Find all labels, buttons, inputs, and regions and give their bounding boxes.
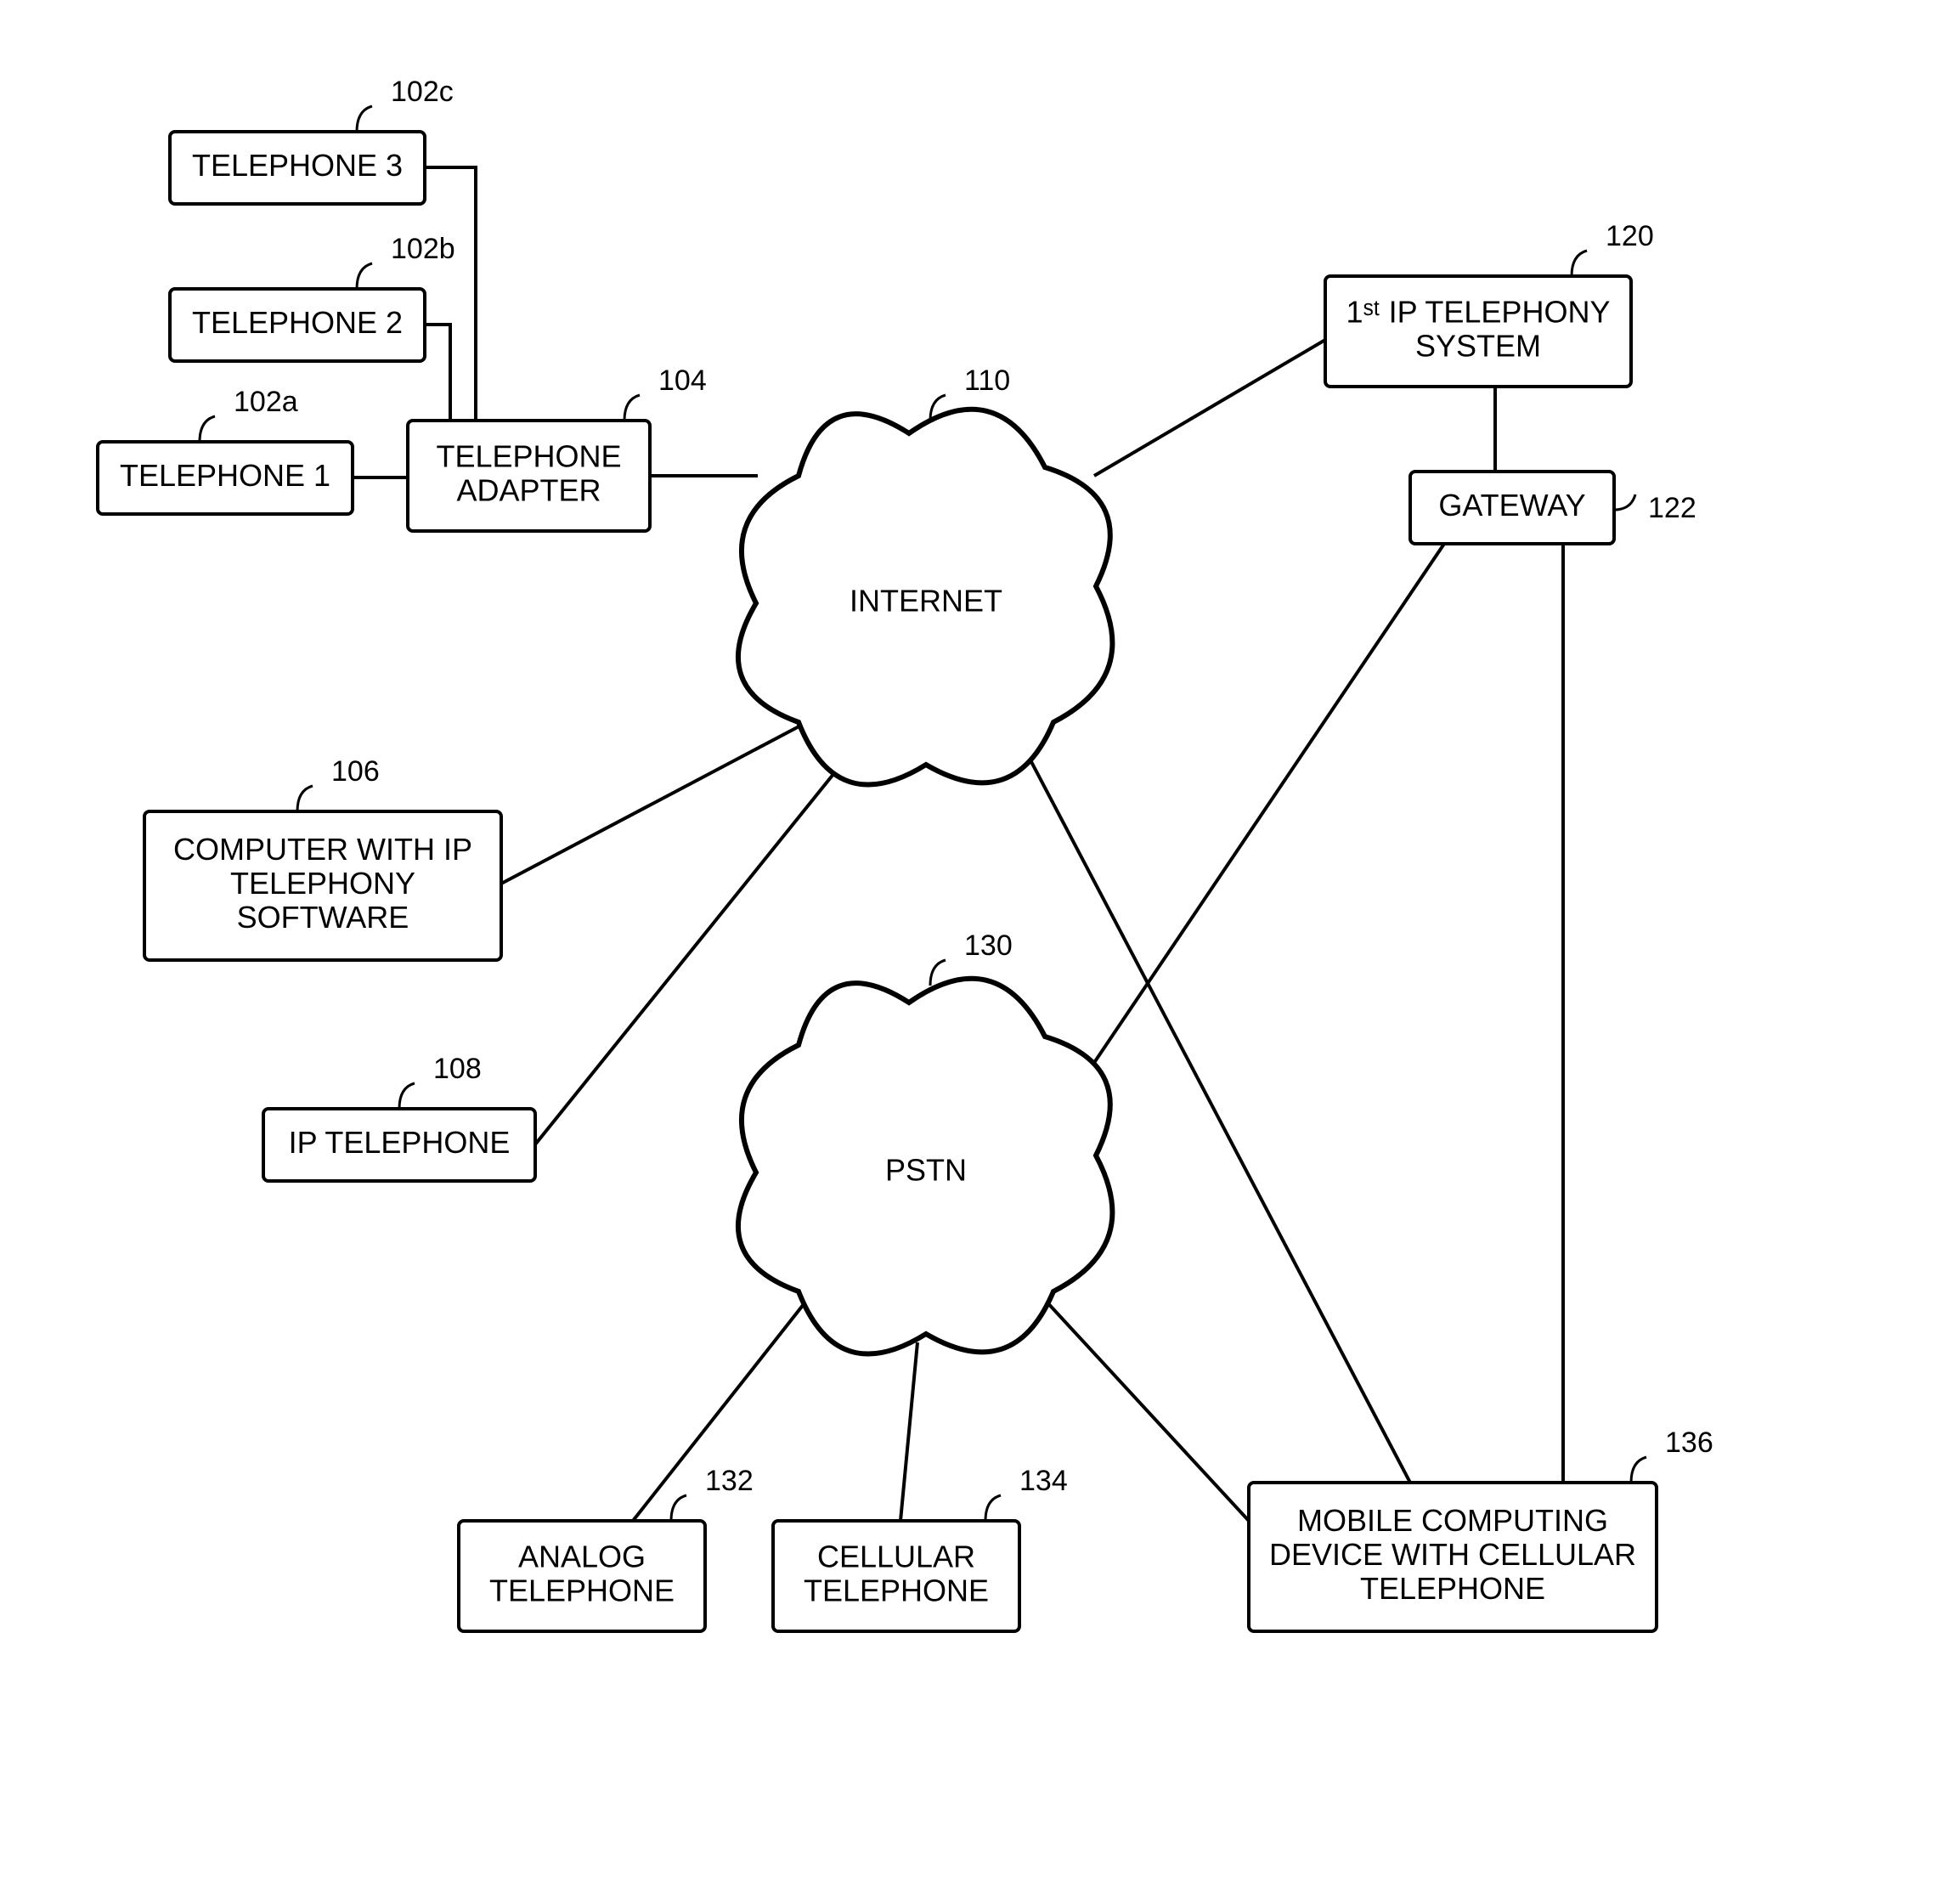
- edge-gateway-pstn: [1083, 544, 1444, 1079]
- node-cell-label-1: TELEPHONE: [804, 1573, 989, 1608]
- node-adapter: TELEPHONEADAPTER: [408, 421, 650, 531]
- node-cell-label-0: CELLULAR: [817, 1540, 975, 1574]
- ref-102a-text: 102a: [234, 386, 298, 418]
- node-ipsys-label-0: 1ˢᵗ IP TELEPHONY: [1346, 295, 1611, 330]
- node-tel1: TELEPHONE 1: [98, 442, 353, 514]
- ref-102c: 102c: [357, 76, 454, 132]
- ref-102b: 102b: [357, 233, 455, 289]
- node-analog-label-1: TELEPHONE: [489, 1573, 675, 1608]
- edge-pstn-mobile: [1045, 1300, 1249, 1521]
- ref-110-text: 110: [964, 364, 1010, 397]
- node-adapter-label-1: ADAPTER: [456, 473, 601, 508]
- ref-106: 106: [297, 755, 380, 811]
- node-tel3-label-0: TELEPHONE 3: [192, 148, 403, 183]
- node-cell: CELLULARTELEPHONE: [773, 1521, 1019, 1631]
- edge-tel2-adapter: [425, 325, 450, 421]
- node-pstn-label: PSTN: [885, 1153, 967, 1188]
- node-comp-label-0: COMPUTER WITH IP: [173, 832, 472, 867]
- node-comp-label-2: SOFTWARE: [237, 900, 409, 935]
- node-mobile: MOBILE COMPUTINGDEVICE WITH CELLULARTELE…: [1249, 1483, 1657, 1631]
- node-adapter-label-0: TELEPHONE: [436, 439, 621, 474]
- ref-134-text: 134: [1019, 1465, 1068, 1497]
- ref-122-text: 122: [1648, 492, 1696, 524]
- edge-pstn-cell: [900, 1342, 917, 1521]
- ref-120-text: 120: [1606, 220, 1654, 252]
- node-ipsys-label-1: SYSTEM: [1415, 329, 1541, 364]
- node-ipsys: 1ˢᵗ IP TELEPHONYSYSTEM: [1325, 276, 1631, 387]
- ref-102b-text: 102b: [391, 233, 455, 265]
- ref-104: 104: [624, 364, 707, 421]
- edge-internet-ipsys: [1094, 340, 1325, 476]
- node-comp: COMPUTER WITH IPTELEPHONYSOFTWARE: [144, 811, 501, 960]
- ref-102c-text: 102c: [391, 76, 454, 108]
- node-comp-label-1: TELEPHONY: [230, 866, 415, 901]
- ref-132-text: 132: [705, 1465, 754, 1497]
- ref-108: 108: [399, 1053, 482, 1109]
- ref-122: 122: [1614, 492, 1696, 524]
- ref-130-text: 130: [964, 929, 1013, 962]
- node-pstn: PSTN: [738, 979, 1112, 1354]
- node-gateway: GATEWAY: [1410, 472, 1614, 544]
- node-iptel-label-0: IP TELEPHONE: [289, 1125, 511, 1160]
- edge-comp-internet: [501, 722, 807, 884]
- node-mobile-label-0: MOBILE COMPUTING: [1297, 1503, 1608, 1538]
- ref-134: 134: [985, 1465, 1068, 1521]
- node-internet-label: INTERNET: [850, 584, 1002, 619]
- ref-102a: 102a: [200, 386, 298, 442]
- ref-132: 132: [671, 1465, 754, 1521]
- ref-136: 136: [1631, 1427, 1713, 1483]
- ref-120: 120: [1572, 220, 1654, 276]
- node-analog: ANALOGTELEPHONE: [459, 1521, 705, 1631]
- node-tel2: TELEPHONE 2: [170, 289, 425, 361]
- node-tel2-label-0: TELEPHONE 2: [192, 305, 403, 340]
- node-gateway-label-0: GATEWAY: [1438, 488, 1585, 523]
- ref-106-text: 106: [331, 755, 380, 788]
- node-tel1-label-0: TELEPHONE 1: [120, 458, 330, 493]
- ref-104-text: 104: [658, 364, 707, 397]
- node-analog-label-0: ANALOG: [518, 1540, 646, 1574]
- node-tel3: TELEPHONE 3: [170, 132, 425, 204]
- ref-136-text: 136: [1665, 1427, 1713, 1459]
- ref-108-text: 108: [433, 1053, 482, 1085]
- diagram-canvas: TELEPHONE 3 TELEPHONE 2 TELEPHONE 1 TELEPHO…: [0, 0, 1942, 1904]
- node-iptel: IP TELEPHONE: [263, 1109, 535, 1181]
- node-mobile-label-2: TELEPHONE: [1360, 1571, 1545, 1606]
- nodes-layer: TELEPHONE 3 TELEPHONE 2 TELEPHONE 1 TELEPHO…: [98, 132, 1657, 1631]
- node-mobile-label-1: DEVICE WITH CELLULAR: [1269, 1537, 1636, 1572]
